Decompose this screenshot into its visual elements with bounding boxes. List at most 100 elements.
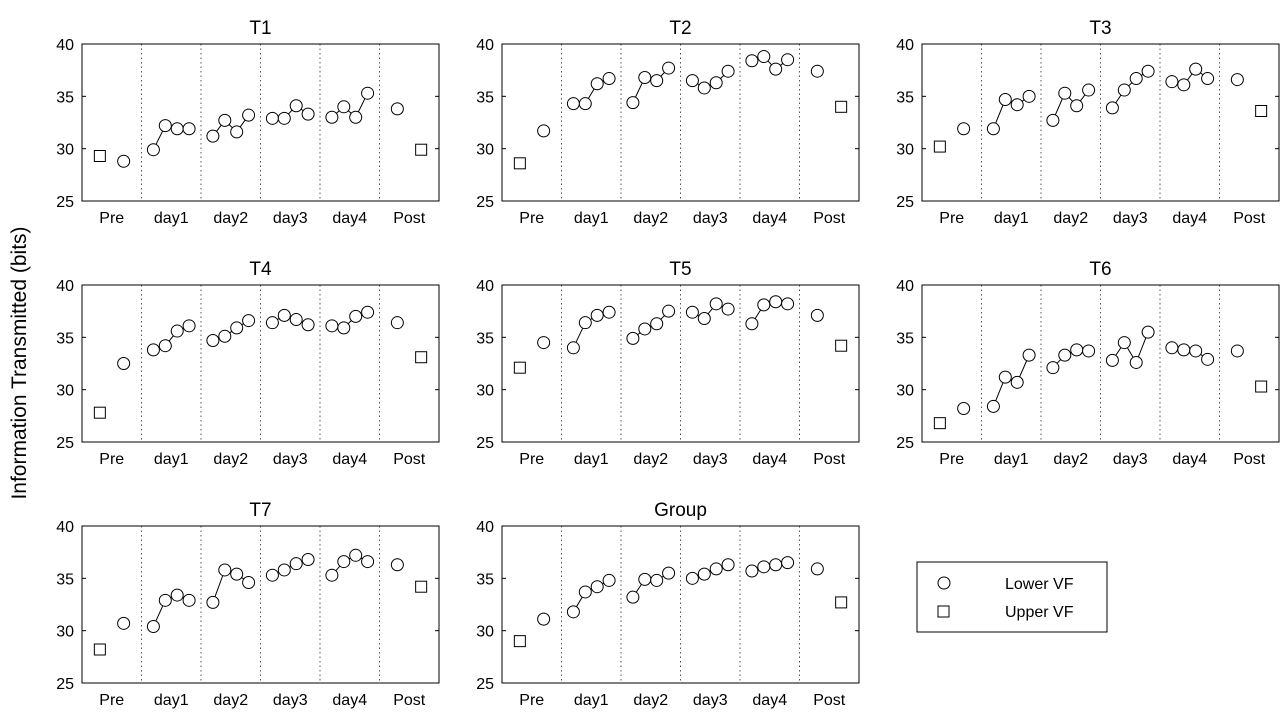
lower-vf-point: [1070, 99, 1084, 113]
upper-vf-post-point: [415, 351, 428, 364]
x-tick-label: day3: [1113, 210, 1148, 227]
lower-vf-point: [289, 99, 303, 113]
lower-vf-point: [265, 111, 279, 125]
lower-vf-point: [170, 122, 184, 136]
x-tick-label: day1: [574, 451, 609, 468]
lower-vf-point: [626, 96, 640, 110]
lower-vf-point: [337, 555, 351, 569]
plot-frame: [501, 284, 860, 443]
plot-frame: [501, 43, 860, 202]
lower-vf-point: [242, 108, 256, 122]
x-tick-label: Pre: [939, 451, 964, 468]
x-tick-label: day3: [1113, 451, 1148, 468]
lower-vf-point: [218, 563, 232, 577]
y-tick-label: 35: [896, 330, 914, 347]
lower-vf-point: [349, 110, 363, 124]
lower-vf-point: [986, 122, 1000, 136]
upper-vf-pre-point: [513, 361, 526, 374]
lower-vf-pre-point: [957, 122, 971, 136]
lower-vf-point: [685, 305, 699, 319]
upper-vf-post-point: [1255, 380, 1268, 393]
panel-title: T2: [669, 18, 691, 39]
lower-vf-point: [638, 322, 652, 336]
lower-vf-point: [650, 573, 664, 587]
lower-vf-point: [1105, 101, 1119, 115]
upper-vf-pre-point: [93, 406, 106, 419]
lower-vf-point: [757, 50, 771, 64]
lower-vf-point: [158, 339, 172, 353]
x-tick-label: Post: [813, 692, 846, 709]
x-tick-label: day2: [633, 210, 668, 227]
lower-vf-point: [325, 110, 339, 124]
panel-t6: 25 30 35 40 Pre day1 day2 day3 day4 Post T6: [896, 259, 1280, 468]
x-tick-label: Post: [1233, 451, 1266, 468]
legend-square-marker: [937, 605, 950, 618]
x-tick-label: day1: [994, 451, 1029, 468]
lower-vf-point: [1082, 344, 1096, 358]
panel-group: 25 30 35 40 Pre day1 day2 day3 day4 Post Group: [476, 500, 860, 709]
x-tick-label: Pre: [519, 210, 544, 227]
lower-vf-point: [781, 556, 795, 570]
y-tick-label: 35: [476, 89, 494, 106]
x-tick-label: day1: [574, 692, 609, 709]
series-line-day2: [212, 114, 250, 137]
lower-vf-point: [1189, 344, 1203, 358]
lower-vf-point: [146, 619, 160, 633]
upper-vf-pre-point: [513, 635, 526, 648]
lower-vf-point: [289, 313, 303, 327]
y-tick-label: 40: [56, 278, 74, 295]
lower-vf-post-point: [390, 558, 404, 572]
lower-vf-point: [146, 143, 160, 157]
lower-vf-point: [277, 308, 291, 322]
legend-label-upper-vf: Upper VF: [1005, 604, 1074, 621]
lower-vf-point: [1058, 348, 1072, 362]
lower-vf-point: [361, 305, 375, 319]
lower-vf-point: [662, 566, 676, 580]
lower-vf-point: [325, 568, 339, 582]
plot-frame: [921, 284, 1280, 443]
series-line-day3: [1111, 331, 1149, 364]
lower-vf-pre-point: [117, 616, 131, 630]
lower-vf-point: [1189, 62, 1203, 76]
legend: Lower VF Upper VF: [916, 561, 1108, 633]
panel-title: T5: [669, 259, 691, 280]
lower-vf-point: [1070, 343, 1084, 357]
x-tick-label: day2: [213, 451, 248, 468]
series-line-day2: [1052, 89, 1089, 121]
lower-vf-point: [182, 319, 196, 333]
x-tick-label: day3: [273, 692, 308, 709]
lower-vf-point: [602, 305, 616, 319]
lower-vf-point: [638, 70, 652, 84]
lower-vf-point: [1129, 355, 1143, 369]
x-tick-label: Post: [1233, 210, 1266, 227]
plot-frame: [81, 525, 440, 684]
upper-vf-pre-point: [513, 157, 526, 170]
plot-frame: [921, 43, 1280, 202]
panel-t2: 25 30 35 40 Pre day1 day2 day3 day4 Post T2: [476, 18, 860, 227]
lower-vf-point: [1201, 72, 1215, 86]
plot-frame: [501, 525, 860, 684]
y-axis-label: Information Transmitted (bits): [8, 226, 31, 499]
lower-vf-pre-point: [957, 402, 971, 416]
x-tick-label: day3: [693, 451, 728, 468]
x-tick-label: Pre: [99, 210, 124, 227]
lower-vf-pre-point: [117, 357, 131, 370]
lower-vf-point: [578, 585, 592, 599]
lower-vf-point: [146, 343, 160, 357]
x-tick-label: Pre: [519, 692, 544, 709]
lower-vf-point: [578, 316, 592, 330]
lower-vf-point: [745, 317, 759, 331]
lower-vf-point: [626, 590, 640, 604]
x-tick-label: day3: [273, 451, 308, 468]
x-tick-label: day1: [154, 210, 189, 227]
y-tick-label: 40: [896, 278, 914, 295]
lower-vf-post-point: [390, 102, 404, 116]
y-tick-label: 30: [476, 383, 494, 400]
y-tick-label: 40: [56, 37, 74, 54]
lower-vf-point: [757, 298, 771, 312]
lower-vf-point: [1165, 341, 1179, 355]
x-tick-label: day3: [693, 210, 728, 227]
x-tick-label: day4: [1172, 451, 1207, 468]
y-tick-label: 25: [56, 435, 74, 452]
